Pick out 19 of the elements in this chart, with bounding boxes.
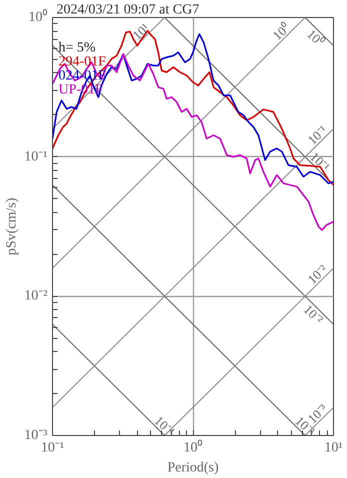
annotation: 10⁻² — [300, 302, 326, 328]
x-tick-label: 10⁻¹ — [40, 440, 64, 456]
annotation: 10⁻⁴ — [152, 412, 178, 439]
x-tick-label: 10¹ — [324, 440, 343, 456]
annotation: 10⁰ — [270, 20, 293, 44]
annotation: 10⁻¹ — [304, 122, 330, 148]
y-axis-title: pSv(cm/s) — [4, 197, 20, 256]
annotation: 10⁻¹ — [307, 149, 333, 174]
annotation: 10⁰ — [304, 26, 328, 50]
annotation: 10⁻² — [304, 262, 330, 287]
y-tick-label: 10⁰ — [28, 9, 48, 25]
x-tick-label: 10⁰ — [184, 440, 202, 456]
y-tick-label: 10⁻² — [24, 288, 48, 304]
chart-title: 2024/03/21 09:07 at CG7 — [56, 2, 200, 18]
annotation: h= 5% — [58, 40, 96, 56]
y-tick-label: 10⁻¹ — [24, 149, 48, 164]
x-axis-title: Period(s) — [167, 460, 219, 476]
annotation: 10¹ — [130, 20, 152, 43]
y-tick-label: 10⁻³ — [24, 428, 48, 443]
